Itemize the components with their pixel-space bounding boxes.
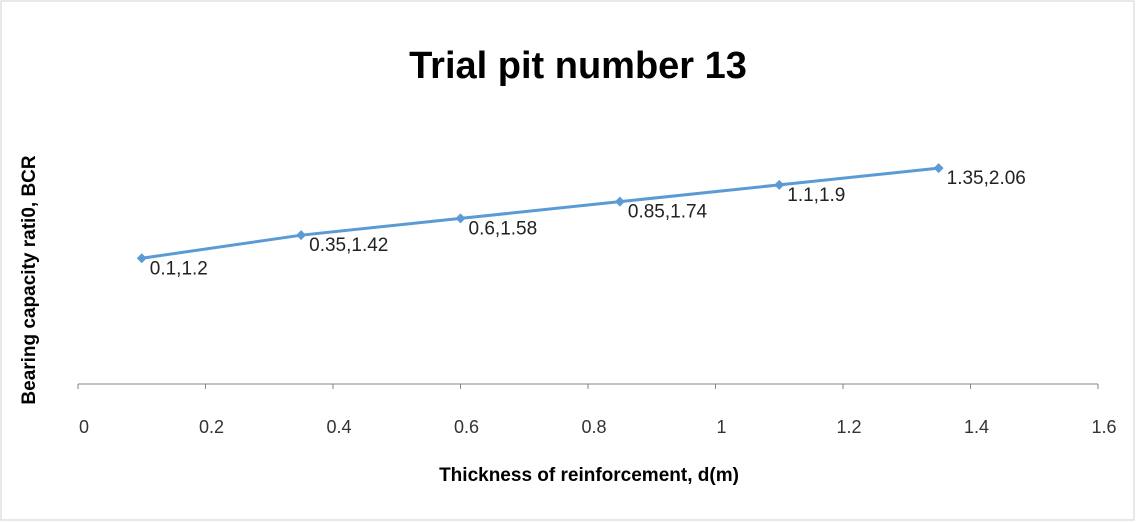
point-marker: [774, 179, 785, 190]
data-label: 0.85,1.74: [628, 202, 708, 223]
point-marker: [614, 196, 625, 207]
x-tick-label: 0.8: [581, 417, 606, 437]
point-marker: [933, 163, 944, 174]
series-line: [141, 166, 939, 260]
point-marker: [136, 253, 147, 264]
x-tick-label: 0: [79, 417, 89, 437]
data-label: 1.1,1.9: [787, 185, 845, 206]
data-label: 1.35,2.06: [947, 168, 1026, 189]
point-marker: [296, 230, 307, 241]
x-tick-label: 0.4: [326, 417, 351, 437]
data-label: 0.35,1.42: [309, 235, 388, 256]
point-marker: [455, 213, 466, 224]
x-tick-label: 1: [716, 417, 726, 437]
data-label: 0.6,1.58: [469, 218, 538, 239]
x-tick-label: 1.6: [1091, 417, 1116, 437]
data-label: 0.1,1.2: [150, 258, 208, 279]
x-tick-label: 1.4: [964, 417, 989, 437]
chart-title: Trial pit number 13: [409, 45, 747, 87]
x-tick-label: 0.6: [454, 417, 479, 437]
y-axis-label: Bearing capacity rati0, BCR: [19, 155, 40, 404]
x-tick-label: 1.2: [836, 417, 861, 437]
x-axis-label: Thickness of reinforcement, d(m): [439, 465, 739, 486]
x-tick-label: 0.2: [199, 417, 224, 437]
